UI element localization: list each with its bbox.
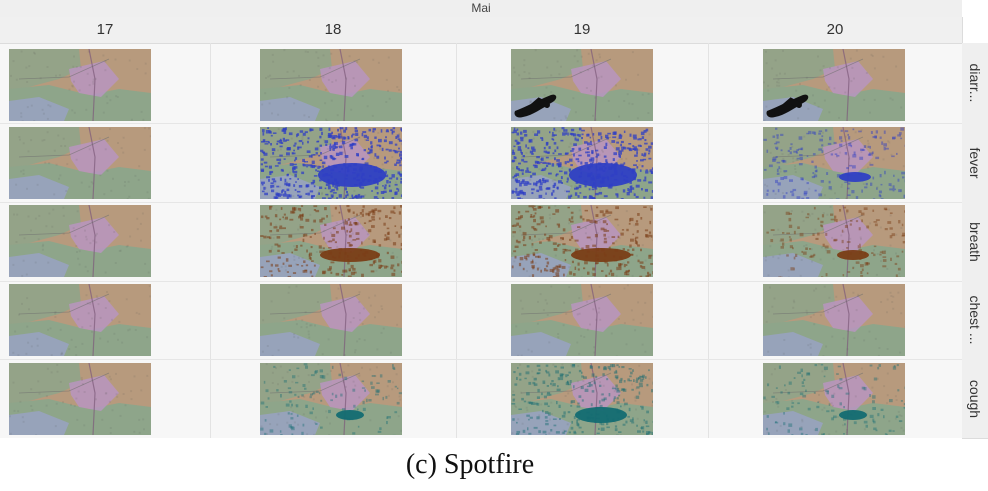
map-tile-breath-day-19[interactable] xyxy=(511,205,653,277)
map-tile-diarrhea-day-17[interactable] xyxy=(9,49,151,121)
row-divider xyxy=(0,123,962,124)
map-image xyxy=(9,127,151,199)
map-tile-chest-day-19[interactable] xyxy=(511,284,653,356)
row-header-cough[interactable]: cough xyxy=(962,359,988,439)
map-tile-fever-day-17[interactable] xyxy=(9,127,151,199)
map-image xyxy=(763,363,905,435)
map-tile-diarrhea-day-18[interactable] xyxy=(260,49,402,121)
map-tile-breath-day-18[interactable] xyxy=(260,205,402,277)
map-image xyxy=(763,49,905,121)
map-image xyxy=(9,284,151,356)
column-header-label: 19 xyxy=(574,21,591,38)
row-header-label: breath xyxy=(967,222,983,262)
map-tile-fever-day-20[interactable] xyxy=(763,127,905,199)
map-image xyxy=(260,127,402,199)
map-tile-cough-day-18[interactable] xyxy=(260,363,402,435)
row-header-label: fever xyxy=(967,147,983,178)
column-header-day-18[interactable]: 18 xyxy=(210,17,457,44)
map-image xyxy=(260,205,402,277)
column-header-day-17[interactable]: 17 xyxy=(0,17,211,44)
map-image xyxy=(260,49,402,121)
map-image xyxy=(511,205,653,277)
column-header-label: 20 xyxy=(827,21,844,38)
row-header-fever[interactable]: fever xyxy=(962,123,988,203)
map-tile-chest-day-18[interactable] xyxy=(260,284,402,356)
map-image xyxy=(511,363,653,435)
map-tile-fever-day-18[interactable] xyxy=(260,127,402,199)
map-image xyxy=(763,284,905,356)
row-header-breath[interactable]: breath xyxy=(962,202,988,282)
map-tile-cough-day-20[interactable] xyxy=(763,363,905,435)
row-header-diarrhea[interactable]: diarr... xyxy=(962,43,988,124)
map-image xyxy=(260,363,402,435)
map-image xyxy=(763,127,905,199)
map-image xyxy=(9,205,151,277)
column-header-label: 18 xyxy=(325,21,342,38)
map-image xyxy=(9,49,151,121)
column-divider xyxy=(210,43,211,438)
column-divider xyxy=(456,43,457,438)
map-tile-cough-day-19[interactable] xyxy=(511,363,653,435)
figure-caption: (c) Spotfire xyxy=(0,449,940,481)
map-tile-fever-day-19[interactable] xyxy=(511,127,653,199)
map-tile-diarrhea-day-19[interactable] xyxy=(511,49,653,121)
column-header-label: 17 xyxy=(97,21,114,38)
row-header-chest[interactable]: chest ... xyxy=(962,281,988,360)
map-image xyxy=(511,49,653,121)
map-tile-chest-day-20[interactable] xyxy=(763,284,905,356)
map-tile-breath-day-20[interactable] xyxy=(763,205,905,277)
row-divider xyxy=(0,281,962,282)
column-header-day-19[interactable]: 19 xyxy=(456,17,709,44)
row-divider xyxy=(0,202,962,203)
map-tile-cough-day-17[interactable] xyxy=(9,363,151,435)
map-image xyxy=(511,284,653,356)
row-header-label: diarr... xyxy=(967,64,983,103)
row-header-label: cough xyxy=(967,379,983,417)
map-image xyxy=(9,363,151,435)
month-header: Mai xyxy=(0,0,962,18)
map-tile-diarrhea-day-20[interactable] xyxy=(763,49,905,121)
row-divider xyxy=(0,359,962,360)
map-tile-chest-day-17[interactable] xyxy=(9,284,151,356)
column-header-day-20[interactable]: 20 xyxy=(708,17,963,44)
map-image xyxy=(763,205,905,277)
map-image xyxy=(260,284,402,356)
map-image xyxy=(511,127,653,199)
column-divider xyxy=(708,43,709,438)
small-multiples-panel: Mai 17 18 19 20 xyxy=(0,0,962,438)
map-tile-breath-day-17[interactable] xyxy=(9,205,151,277)
row-header-label: chest ... xyxy=(967,295,983,344)
